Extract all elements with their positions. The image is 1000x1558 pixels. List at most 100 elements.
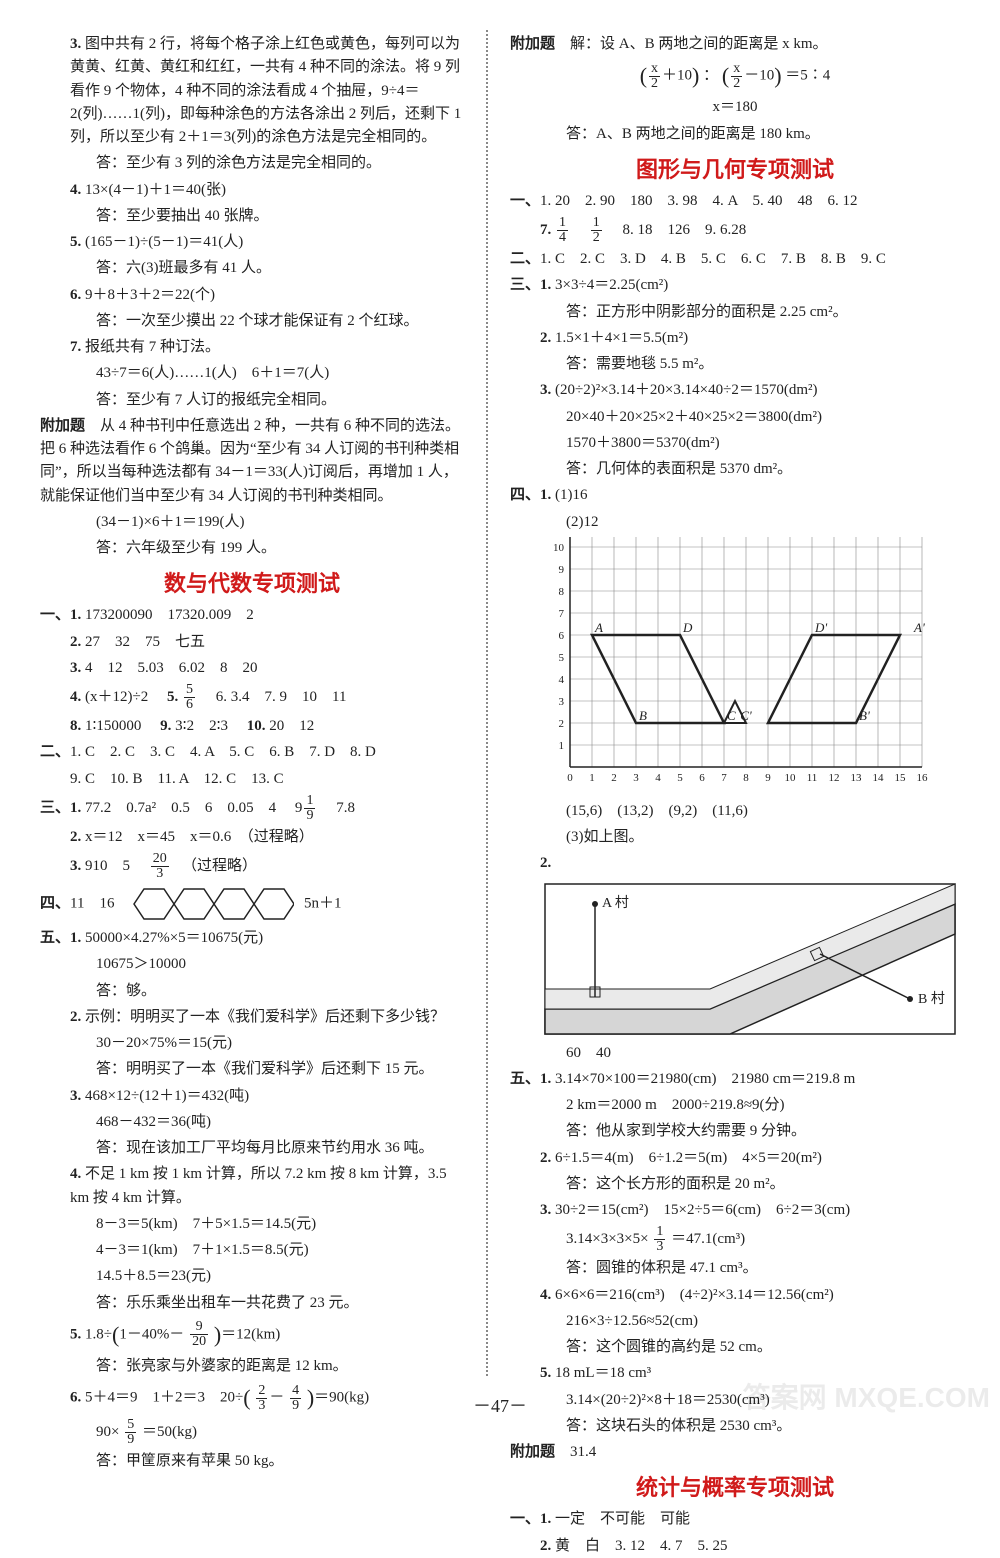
svg-text:2: 2 [559,718,565,730]
q6-a: 6. 9＋8＋3＋2＝22(个) [40,284,464,307]
g5-5c: 答：这块石头的体积是 2530 cm³。 [510,1415,960,1438]
svg-text:7: 7 [559,608,565,620]
s1p4: 四、11 16 5n＋1 [40,884,464,924]
g4-2-vals: 60 40 [510,1042,960,1065]
g3-3d: 答：几何体的表面积是 5370 dm²。 [510,458,960,481]
s1p5-4e: 答：乐乐乘坐出租车一共花费了 23 元。 [40,1292,464,1315]
s1p5-3b: 468－432＝36(吨) [40,1111,464,1134]
s1p5-1b: 10675＞10000 [40,953,464,976]
s1p1-8: 8. 1∶150000 9. 3∶2 2∶3 10. 20 12 [40,715,464,738]
q5-b: 答：六(3)班最多有 41 人。 [40,257,464,280]
svg-text:2: 2 [611,772,617,784]
s1p2-2: 9. C 10. B 11. A 12. C 13. C [40,768,464,791]
q3-body: 3. 图中共有 2 行，将每个格子涂上红色或黄色，每列可以为黄黄、红黄、黄红和红… [40,33,464,149]
g3-3a: 3. (20÷2)²×3.14＋20×3.14×40÷2＝1570(dm²) [510,379,960,402]
g5-3b: 3.14×3×3×5× 13 ＝47.1(cm³) [510,1225,960,1254]
g4-2-label: 2. [510,852,960,875]
s1p5-4a: 4. 不足 1 km 按 1 km 计算，所以 7.2 km 按 8 km 计算… [40,1163,464,1210]
sec2-heading: 图形与几何专项测试 [510,152,960,184]
s1p5-6b: 90× 59 ＝50(kg) [40,1418,464,1447]
s1p5-4d: 14.5＋8.5＝23(元) [40,1265,464,1288]
s1p5-4b: 8－3＝5(km) 7＋5×1.5＝14.5(元) [40,1213,464,1236]
r-extra-sol: x＝180 [510,96,960,119]
q6-b: 答：一次至少摸出 22 个球才能保证有 2 个红球。 [40,310,464,333]
svg-text:8: 8 [559,586,565,598]
svg-text:A': A' [913,620,925,635]
left-column: 3. 图中共有 2 行，将每个格子涂上红色或黄色，每列可以为黄黄、红黄、黄红和红… [40,30,464,1376]
g1-1: 一、1. 20 2. 90 180 3. 98 4. A 5. 40 48 6.… [510,190,960,213]
g5-4c: 答：这个圆锥的高约是 52 cm。 [510,1336,960,1359]
g3-2a: 2. 1.5×1＋4×1＝5.5(m²) [510,327,960,350]
s1p5-1a: 五、1. 50000×4.27%×5＝10675(元) [40,927,464,950]
g5-1c: 答：他从家到学校大约需要 9 分钟。 [510,1120,960,1143]
svg-text:1: 1 [559,740,565,752]
g3-1a: 三、1. 3×3÷4＝2.25(cm²) [510,274,960,297]
q4-b: 答：至少要抽出 40 张牌。 [40,205,464,228]
s1p1-1: 一、1. 173200090 17320.009 2 [40,604,464,627]
g5-extra: 附加题 31.4 [510,1441,960,1464]
svg-text:10: 10 [785,772,797,784]
s1p5-2c: 答：明明买了一本《我们爱科学》后还剩下 15 元。 [40,1058,464,1081]
g3-3c: 1570＋3800＝5370(dm²) [510,432,960,455]
svg-text:A: A [594,620,603,635]
s1p1-4: 4. (x＋12)÷2 5. 56 6. 3.4 7. 9 10 11 [40,683,464,712]
g5-4a: 4. 6×6×6＝216(cm³) (4÷2)²×3.14＝12.56(cm²) [510,1284,960,1307]
svg-text:13: 13 [851,772,863,784]
extra-b: (34－1)×6＋1＝199(人) [40,511,464,534]
svg-text:5: 5 [559,652,565,664]
svg-text:D: D [682,620,693,635]
t1-2: 2. 黄 白 3. 12 4. 7 5. 25 [510,1535,960,1558]
s1p5-1c: 答：够。 [40,980,464,1003]
hex-chain-icon [124,884,294,924]
svg-text:11: 11 [807,772,818,784]
t1-1: 一、1. 一定 不可能 可能 [510,1508,960,1531]
svg-text:5: 5 [677,772,683,784]
svg-text:0: 0 [567,772,573,784]
svg-text:6: 6 [699,772,705,784]
g2: 二、1. C 2. C 3. D 4. B 5. C 6. C 7. B 8. … [510,248,960,271]
svg-text:B': B' [859,708,870,723]
g5-1b: 2 km＝2000 m 2000÷219.8≈9(分) [510,1094,960,1117]
g5-3ans: 答：圆锥的体积是 47.1 cm³。 [510,1257,960,1280]
s1p5-5ans: 答：张亮家与外婆家的距离是 12 km。 [40,1355,464,1378]
svg-text:3: 3 [633,772,639,784]
g3-3b: 20×40＋20×25×2＋40×25×2＝3800(dm²) [510,406,960,429]
svg-text:3: 3 [559,696,565,708]
sec3-heading: 统计与概率专项测试 [510,1470,960,1502]
svg-text:8: 8 [743,772,749,784]
g5-3a: 3. 30÷2＝15(cm²) 15×2÷5＝6(cm) 6÷2＝3(cm) [510,1199,960,1222]
s1p3-3: 3. 910 5 203 （过程略） [40,852,464,881]
g1-7: 7. 14 12 8. 18 126 9. 6.28 [510,216,960,245]
right-column: 附加题 解：设 A、B 两地之间的距离是 x km。 (x2＋10) ： (x2… [510,30,960,1376]
s1p1-2: 2. 27 32 75 七五 [40,631,464,654]
extra-label: 附加题 从 4 种书刊中任意选出 2 种，一共有 6 种不同的选法。把 6 种选… [40,415,464,508]
svg-text:9: 9 [559,564,565,576]
g5-2b: 答：这个长方形的面积是 20 m²。 [510,1173,960,1196]
svg-text:4: 4 [655,772,661,784]
g4-1c: (3)如上图。 [510,826,960,849]
q7-a: 7. 报纸共有 7 种订法。 [40,336,464,359]
q3-ans: 答：至少有 3 列的涂色方法是完全相同的。 [40,152,464,175]
g5-2a: 2. 6÷1.5＝4(m) 6÷1.2＝5(m) 4×5＝20(m²) [510,1147,960,1170]
s1p5-3c: 答：现在该加工厂平均每月比原来节约用水 36 吨。 [40,1137,464,1160]
svg-text:A 村: A 村 [602,895,629,911]
q7-c: 答：至少有 7 人订的报纸完全相同。 [40,389,464,412]
svg-text:14: 14 [873,772,885,784]
g5-5a: 5. 18 mL＝18 cm³ [510,1362,960,1385]
s1p3-2: 2. x＝12 x＝45 x＝0.6 （过程略） [40,826,464,849]
svg-text:4: 4 [559,674,565,686]
village-diagram: A 村B 村 [540,879,960,1039]
q5-a: 5. (165－1)÷(5－1)＝41(人) [40,231,464,254]
g5-4b: 216×3÷12.56≈52(cm) [510,1310,960,1333]
s1p5-4c: 4－3＝1(km) 7＋1×1.5＝8.5(元) [40,1239,464,1262]
svg-text:1: 1 [589,772,595,784]
svg-text:6: 6 [559,630,565,642]
r-extra-pre: 附加题 解：设 A、B 两地之间的距离是 x km。 [510,33,960,56]
s1p5-2a: 2. 示例：明明买了一本《我们爱科学》后还剩下多少钱？ [40,1006,464,1029]
svg-text:C': C' [740,708,752,723]
svg-text:7: 7 [721,772,727,784]
g5-1a: 五、1. 3.14×70×100＝21980(cm) 21980 cm＝219.… [510,1068,960,1091]
g4-1a: 四、1. (1)16 [510,484,960,507]
svg-text:10: 10 [553,542,565,554]
s1p1-3: 3. 4 12 5.03 6.02 8 20 [40,657,464,680]
